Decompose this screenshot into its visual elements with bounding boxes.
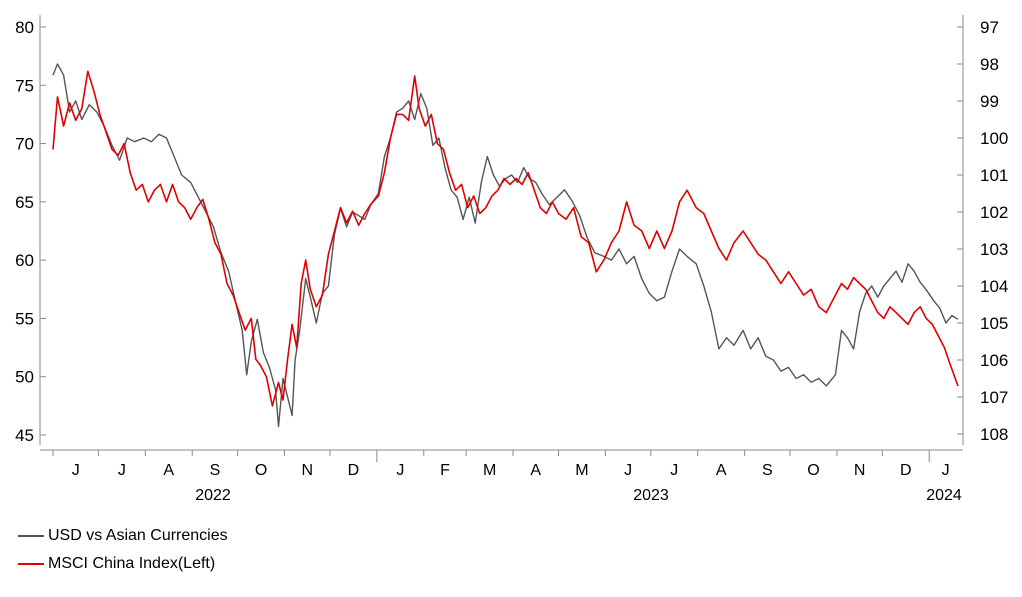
right-axis-tick-label: 99 <box>980 92 999 111</box>
x-axis-month-label: N <box>301 462 313 479</box>
right-axis-tick-label: 106 <box>980 351 1008 370</box>
right-axis-tick-label: 98 <box>980 55 999 74</box>
x-axis-month-label: A <box>716 462 727 479</box>
left-axis-tick-label: 45 <box>15 426 34 445</box>
legend-swatch-msci <box>18 563 44 565</box>
series-line-usd-vs-asian-currencies <box>52 63 959 428</box>
x-axis-month-label: D <box>348 462 360 479</box>
axes: 45 50 55 60 65 70 75 80 97 98 99 100 101 102 103 104 105… <box>15 15 1008 504</box>
chart-svg: 45 50 55 60 65 70 75 80 97 98 99 100 101 102 103 104 105… <box>15 15 1008 504</box>
x-axis-month-label: J <box>72 462 80 479</box>
x-axis-year-label: 2023 <box>633 487 669 504</box>
left-axis-tick-label: 70 <box>15 135 34 154</box>
right-axis-tick-label: 101 <box>980 166 1008 185</box>
right-axis-tick-label: 97 <box>980 18 999 37</box>
legend-label-usd: USD vs Asian Currencies <box>48 527 228 544</box>
x-axis-year-label: 2024 <box>926 487 962 504</box>
x-axis-month-label: D <box>900 462 912 479</box>
left-axis-tick-label: 60 <box>15 251 34 270</box>
x-axis-month-label: J <box>396 462 404 479</box>
series-line-msci-china-index <box>52 70 959 407</box>
x-axis-month-label: S <box>762 462 773 479</box>
plot-area <box>52 63 959 428</box>
x-axis-month-label: M <box>575 462 588 479</box>
right-axis-tick-label: 104 <box>980 277 1008 296</box>
right-axis-tick-label: 103 <box>980 240 1008 259</box>
right-axis-tick-label: 107 <box>980 388 1008 407</box>
x-axis-month-label: J <box>118 462 126 479</box>
right-axis-tick-label: 105 <box>980 314 1008 333</box>
legend-item-usd: USD vs Asian Currencies <box>18 522 228 550</box>
x-axis-month-label: J <box>670 462 678 479</box>
legend-label-msci: MSCI China Index(Left) <box>48 555 216 572</box>
left-axis-tick-label: 75 <box>15 76 34 95</box>
x-axis-month-label: M <box>483 462 496 479</box>
x-axis-month-label: N <box>854 462 866 479</box>
legend: USD vs Asian Currencies MSCI China Index… <box>18 522 228 578</box>
x-axis-month-label: S <box>210 462 221 479</box>
x-axis-month-label: O <box>807 462 819 479</box>
legend-swatch-usd <box>18 535 44 537</box>
left-axis-tick-label: 50 <box>15 368 34 387</box>
left-axis-tick-label: 80 <box>15 18 34 37</box>
x-axis-month-label: O <box>255 462 267 479</box>
left-axis-tick-label: 55 <box>15 309 34 328</box>
x-axis-month-label: J <box>624 462 632 479</box>
left-axis-tick-label: 65 <box>15 193 34 212</box>
right-axis-tick-label: 100 <box>980 129 1008 148</box>
legend-item-msci: MSCI China Index(Left) <box>18 550 228 578</box>
x-axis-month-label: J <box>942 462 950 479</box>
x-axis-month-label: A <box>530 462 541 479</box>
right-axis-tick-label: 102 <box>980 203 1008 222</box>
x-axis-month-label: F <box>440 462 450 479</box>
x-axis-month-label: A <box>163 462 174 479</box>
right-axis-tick-label: 108 <box>980 425 1008 444</box>
x-axis-year-label: 2022 <box>195 487 231 504</box>
